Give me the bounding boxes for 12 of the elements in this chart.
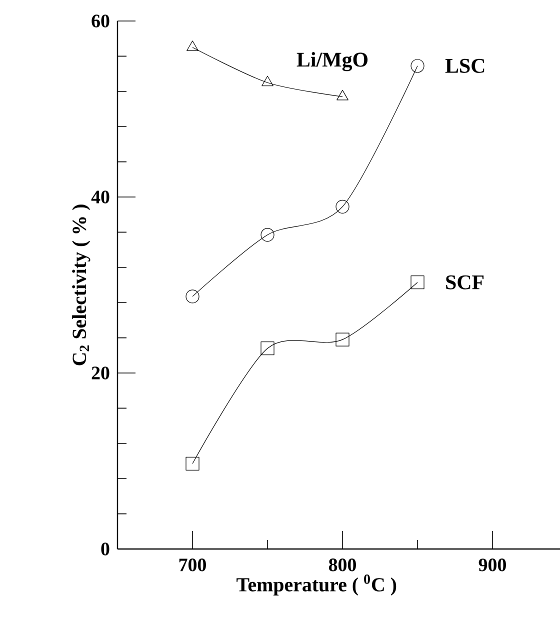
x-tick-label: 700 [179,558,206,572]
y-tick-label: 60 [92,14,110,28]
series-label: Li/MgO [296,52,368,72]
x-tick-label: 800 [328,558,356,572]
x-tick-label: 900 [478,558,506,572]
y-tick-label: 40 [91,190,110,204]
y-tick-label: 0 [101,542,110,556]
y-tick-label: 20 [92,366,110,380]
series-label: SCF [446,275,484,290]
y-axis-title: C$_{2}$ Selectivity ( % ) [72,204,90,366]
x-axis-title: Temperature ( $^{0}$C ) [236,574,396,596]
series-label: LSC [445,58,484,73]
